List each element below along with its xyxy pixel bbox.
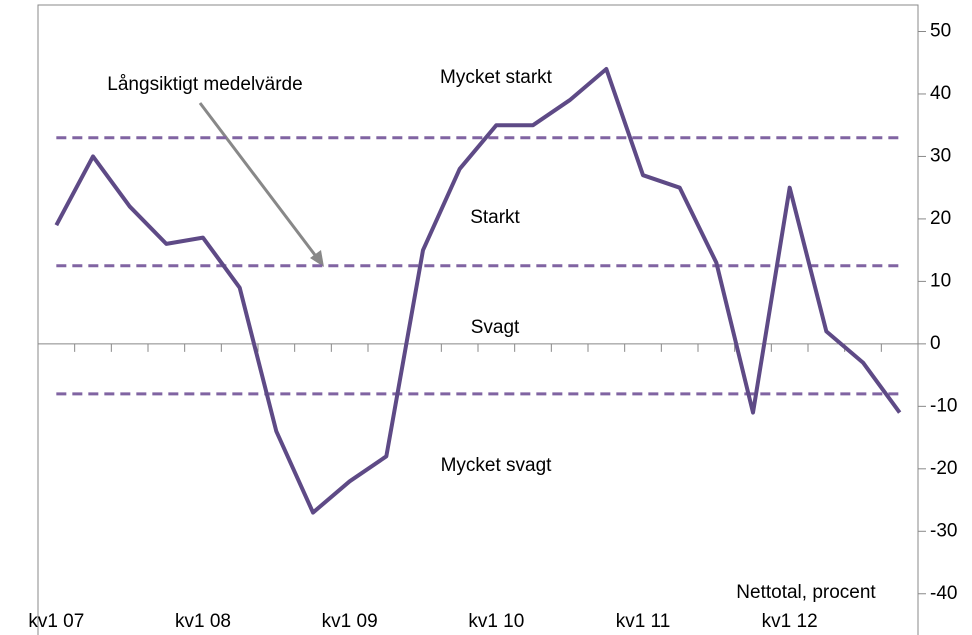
annotation: Mycket svagt bbox=[441, 455, 553, 476]
y-tick-label: -40 bbox=[930, 583, 957, 604]
annotation: Mycket starkt bbox=[440, 67, 553, 88]
y-tick-label: 40 bbox=[930, 83, 951, 104]
annotation: Svagt bbox=[471, 317, 520, 338]
annotation-arrow bbox=[198, 102, 320, 260]
arrow-head bbox=[310, 250, 324, 267]
annotation: Starkt bbox=[470, 207, 520, 228]
annotation: Långsiktigt medelvärde bbox=[107, 74, 302, 95]
y-tick-label: 0 bbox=[930, 333, 941, 354]
y-tick-label: 50 bbox=[930, 21, 951, 42]
y-tick-label: -30 bbox=[930, 520, 957, 541]
x-tick-label: kv1 07 bbox=[28, 611, 84, 632]
x-tick-label: kv1 10 bbox=[468, 611, 524, 632]
y-tick-label: 10 bbox=[930, 270, 951, 291]
y-tick-label: -20 bbox=[930, 458, 957, 479]
y-tick-label: -10 bbox=[930, 395, 957, 416]
x-tick-label: kv1 08 bbox=[175, 611, 231, 632]
x-tick-label: kv1 09 bbox=[322, 611, 378, 632]
data-line bbox=[54, 66, 902, 515]
y-tick-label: 30 bbox=[930, 145, 951, 166]
x-tick-label: kv1 11 bbox=[616, 611, 671, 632]
y-tick-label: 20 bbox=[930, 208, 951, 229]
annotation: Nettotal, procent bbox=[736, 582, 876, 603]
x-tick-label: kv1 12 bbox=[762, 611, 818, 632]
